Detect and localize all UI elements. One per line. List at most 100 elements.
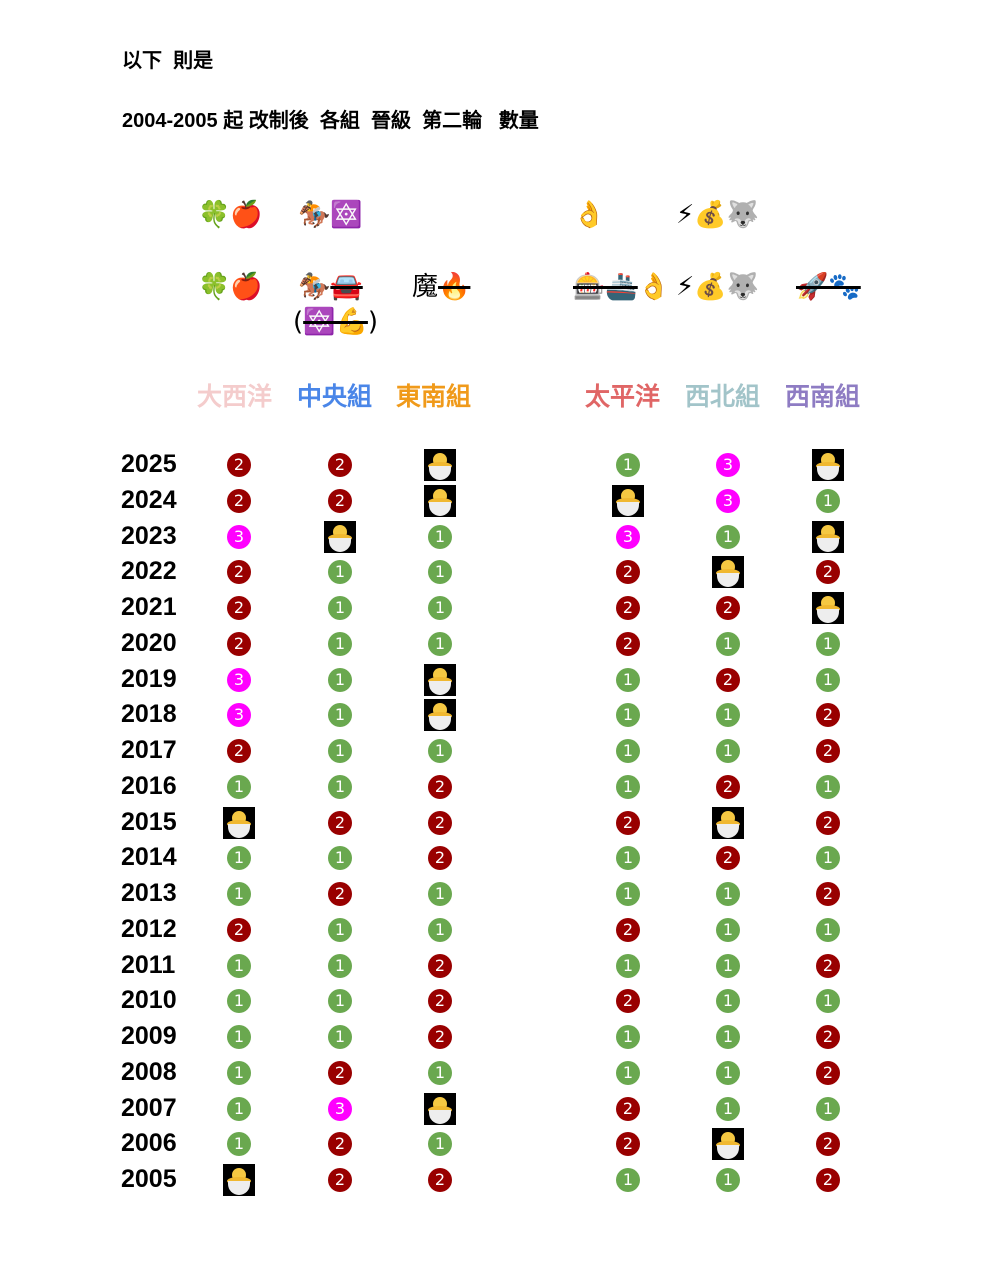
count-badge-1: 1	[616, 1060, 640, 1085]
count-badge-2: 2	[616, 1096, 640, 1121]
count-badge-2: 2	[227, 917, 251, 942]
count-badge-1: 1	[616, 953, 640, 978]
count-badge-1: 1	[716, 703, 740, 728]
group-header: 大西洋	[197, 383, 273, 411]
count-badge-1: 1	[328, 774, 352, 799]
count-badge-2: 2	[716, 667, 740, 692]
legend-emoji-group: 🏇🚘	[298, 271, 363, 303]
subtitle: 2004-2005 起 改制後 各組 晉級 第二輪 數量	[122, 110, 539, 132]
count-badge-2: 2	[227, 560, 251, 585]
hatching-chick-icon	[612, 484, 644, 517]
emoji: 🏇	[298, 272, 331, 302]
struck-emoji: 🚘	[330, 272, 363, 302]
count-badge-1: 1	[716, 882, 740, 906]
count-badge-2: 2	[816, 739, 840, 763]
count-badge-1: 1	[716, 1168, 740, 1192]
count-badge-1: 1	[227, 989, 251, 1014]
count-badge-2: 2	[227, 596, 251, 620]
count-badge-1: 1	[227, 774, 251, 799]
count-badge-1: 1	[716, 917, 740, 942]
group-header: 西南組	[785, 383, 861, 411]
count-badge-2: 2	[816, 703, 840, 728]
year-label: 2015	[121, 807, 177, 836]
count-badge-1: 1	[428, 524, 452, 549]
count-badge-3: 3	[328, 1096, 352, 1121]
hatching-chick-icon	[424, 484, 456, 517]
group-header: 中央組	[297, 383, 373, 411]
count-badge-1: 1	[716, 1060, 740, 1085]
year-label: 2013	[121, 879, 177, 907]
year-label: 2012	[121, 914, 177, 943]
hatching-chick-icon	[812, 592, 844, 624]
count-badge-1: 1	[716, 524, 740, 549]
count-badge-2: 2	[616, 1132, 640, 1157]
count-badge-2: 2	[816, 1060, 840, 1085]
hatching-chick-icon	[812, 520, 844, 553]
count-badge-1: 1	[716, 631, 740, 656]
emoji: )	[367, 307, 379, 337]
emoji: 🏇🔯	[298, 200, 363, 230]
struck-emoji: 🔯💪	[303, 307, 368, 337]
legend-emoji-group: ⚡💰🐺	[676, 199, 759, 231]
emoji: 🍀🍎	[198, 272, 263, 302]
count-badge-1: 1	[428, 1060, 452, 1085]
year-label: 2025	[121, 450, 177, 478]
legend-emoji-group: 🏇🔯	[298, 199, 363, 231]
hatching-chick-icon	[712, 806, 744, 839]
count-badge-1: 1	[816, 667, 840, 692]
year-label: 2011	[121, 950, 176, 979]
count-badge-1: 1	[328, 989, 352, 1014]
count-badge-1: 1	[328, 846, 352, 871]
year-label: 2022	[121, 557, 177, 586]
count-badge-3: 3	[227, 703, 251, 728]
count-badge-1: 1	[227, 882, 251, 906]
count-badge-1: 1	[328, 596, 352, 620]
count-badge-1: 1	[428, 739, 452, 763]
group-header: 太平洋	[585, 383, 661, 411]
count-badge-2: 2	[328, 1060, 352, 1085]
year-label: 2009	[121, 1022, 177, 1050]
count-badge-2: 2	[328, 488, 352, 513]
struck-emoji: 🔥	[438, 272, 471, 302]
count-badge-2: 2	[716, 596, 740, 620]
emoji: 👌	[637, 272, 671, 302]
count-badge-2: 2	[716, 774, 740, 799]
count-badge-1: 1	[328, 1025, 352, 1049]
count-badge-2: 2	[616, 810, 640, 835]
group-header: 東南組	[396, 383, 472, 411]
count-badge-1: 1	[716, 1096, 740, 1121]
count-badge-1: 1	[816, 846, 840, 871]
count-badge-2: 2	[227, 739, 251, 763]
count-badge-2: 2	[816, 1132, 840, 1157]
hatching-chick-icon	[424, 1092, 456, 1125]
count-badge-1: 1	[428, 560, 452, 585]
count-badge-1: 1	[616, 882, 640, 906]
hatching-chick-icon	[223, 1164, 255, 1196]
year-label: 2005	[121, 1165, 177, 1193]
count-badge-2: 2	[816, 953, 840, 978]
legend-emoji-group: 🎰🚢👌	[573, 271, 670, 303]
count-badge-3: 3	[227, 524, 251, 549]
year-label: 2019	[121, 664, 177, 693]
count-badge-2: 2	[428, 989, 452, 1014]
count-badge-1: 1	[616, 739, 640, 763]
emoji: ⚡💰🐺	[676, 200, 760, 230]
count-badge-2: 2	[616, 560, 640, 585]
legend-emoji-group: (🔯💪)	[293, 306, 378, 338]
hatching-chick-icon	[223, 806, 255, 839]
intro-text: 以下 則是	[122, 50, 214, 72]
legend-emoji-group: 🍀🍎	[198, 199, 263, 231]
count-badge-1: 1	[227, 953, 251, 978]
year-label: 2006	[121, 1129, 177, 1158]
count-badge-2: 2	[428, 846, 452, 871]
count-badge-1: 1	[616, 1168, 640, 1192]
count-badge-2: 2	[328, 1132, 352, 1157]
count-badge-1: 1	[328, 703, 352, 728]
count-badge-1: 1	[716, 989, 740, 1014]
group-header: 西北組	[685, 383, 761, 411]
count-badge-1: 1	[328, 631, 352, 656]
year-label: 2007	[121, 1093, 177, 1122]
count-badge-2: 2	[428, 1168, 452, 1192]
count-badge-2: 2	[328, 882, 352, 906]
count-badge-1: 1	[616, 846, 640, 871]
